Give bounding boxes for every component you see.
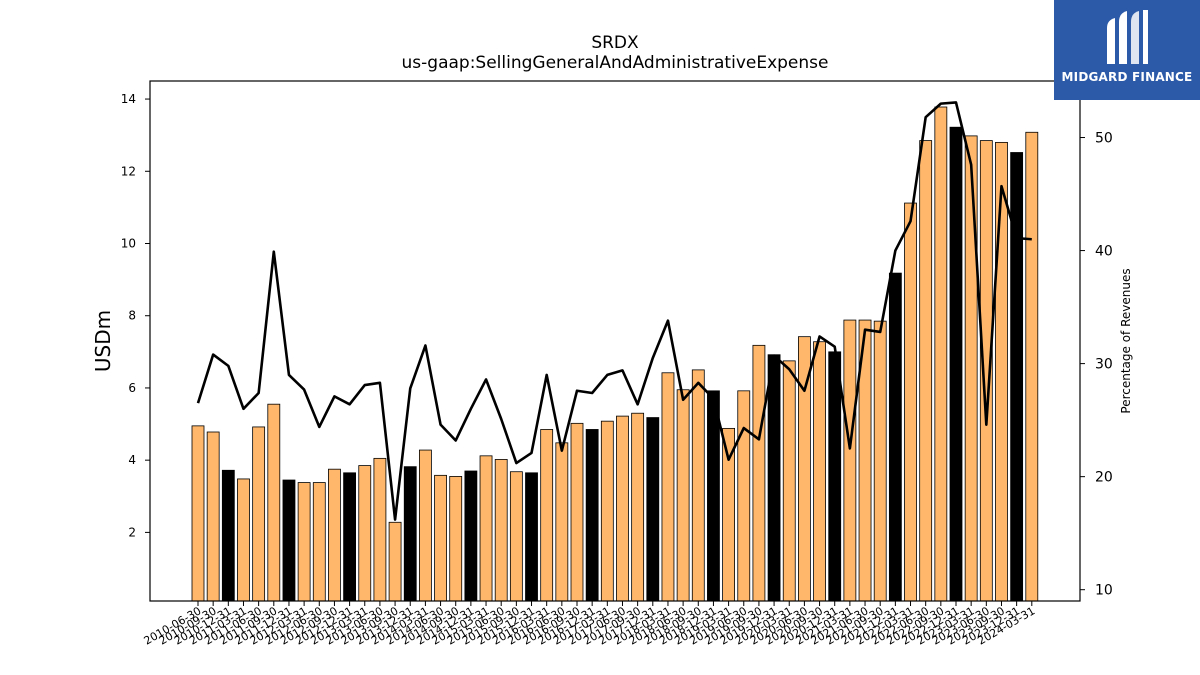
bar bbox=[767, 354, 781, 602]
y-tick-label: 2 bbox=[128, 525, 136, 539]
bar bbox=[631, 412, 645, 602]
y2-ticks-layer: 10 20 30 40 50 bbox=[1080, 131, 1113, 599]
bar bbox=[494, 459, 508, 602]
bar bbox=[782, 360, 796, 602]
bar bbox=[388, 521, 402, 602]
bar bbox=[555, 442, 569, 602]
bar bbox=[479, 455, 493, 602]
y-axis-label: USDm bbox=[91, 310, 115, 372]
bar bbox=[600, 420, 614, 602]
bar bbox=[570, 422, 584, 602]
y2-axis-label: Percentage of Revenues bbox=[1119, 268, 1133, 413]
bar bbox=[995, 141, 1008, 602]
y-tick-label: 6 bbox=[128, 381, 136, 395]
y2-tick-label: 10 bbox=[1095, 583, 1113, 599]
bar bbox=[237, 478, 250, 602]
bar bbox=[934, 106, 948, 602]
y-tick-label: 10 bbox=[121, 237, 136, 251]
bar bbox=[434, 474, 447, 602]
y2-tick-label: 50 bbox=[1095, 131, 1113, 147]
logo-text: MIDGARD FINANCE bbox=[1061, 70, 1193, 84]
bar bbox=[904, 202, 917, 602]
bar bbox=[252, 426, 266, 602]
plot-frame bbox=[149, 80, 1081, 602]
bar bbox=[509, 471, 523, 602]
y-tick-label: 8 bbox=[128, 309, 136, 323]
bars-layer bbox=[191, 106, 1039, 602]
y-tick-label: 4 bbox=[128, 453, 136, 467]
bar bbox=[585, 429, 599, 602]
bar bbox=[191, 425, 205, 602]
brand-logo: MIDGARD FINANCE bbox=[1054, 0, 1200, 100]
y-tick-label: 12 bbox=[121, 164, 136, 178]
bar bbox=[1025, 131, 1039, 602]
bar bbox=[403, 466, 417, 602]
bar bbox=[418, 449, 432, 602]
bar bbox=[888, 272, 902, 602]
bar bbox=[206, 431, 220, 602]
bar bbox=[616, 415, 629, 602]
bar bbox=[282, 479, 296, 602]
bar bbox=[343, 472, 357, 602]
bar bbox=[843, 319, 857, 602]
y-tick-label: 14 bbox=[121, 92, 136, 106]
bar bbox=[737, 390, 751, 602]
bar bbox=[722, 427, 735, 602]
bar bbox=[949, 126, 963, 602]
bar bbox=[449, 476, 463, 602]
y2-tick-label: 30 bbox=[1095, 357, 1113, 373]
y2-tick-label: 40 bbox=[1095, 244, 1113, 260]
bar bbox=[707, 390, 720, 602]
bar bbox=[373, 457, 387, 602]
bar bbox=[676, 389, 690, 602]
bar bbox=[661, 372, 675, 602]
bar bbox=[646, 417, 660, 602]
bar bbox=[813, 341, 826, 602]
bar bbox=[964, 135, 978, 602]
bar bbox=[221, 469, 235, 602]
logo-mark-icon bbox=[1107, 10, 1148, 64]
y2-tick-label: 20 bbox=[1095, 470, 1113, 486]
series-line bbox=[196, 101, 1032, 521]
bar bbox=[358, 465, 372, 602]
y-ticks-layer: 2 4 6 8 10 12 14 bbox=[121, 92, 150, 539]
bar bbox=[828, 351, 842, 602]
bar bbox=[312, 482, 326, 602]
bar bbox=[691, 369, 705, 602]
chart-title: SRDX bbox=[591, 33, 639, 53]
bar bbox=[297, 482, 311, 602]
bar bbox=[919, 140, 933, 602]
bar bbox=[328, 468, 341, 602]
bar bbox=[525, 472, 538, 602]
bar bbox=[540, 429, 554, 602]
x-ticks-layer: 2010-06-302010-09-302010-12-312011-03-31… bbox=[142, 601, 1037, 648]
bar bbox=[464, 470, 478, 602]
chart-subtitle: us-gaap:SellingGeneralAndAdministrativeE… bbox=[402, 53, 829, 73]
bar bbox=[267, 403, 281, 602]
bar bbox=[752, 344, 766, 602]
bar bbox=[873, 320, 887, 602]
